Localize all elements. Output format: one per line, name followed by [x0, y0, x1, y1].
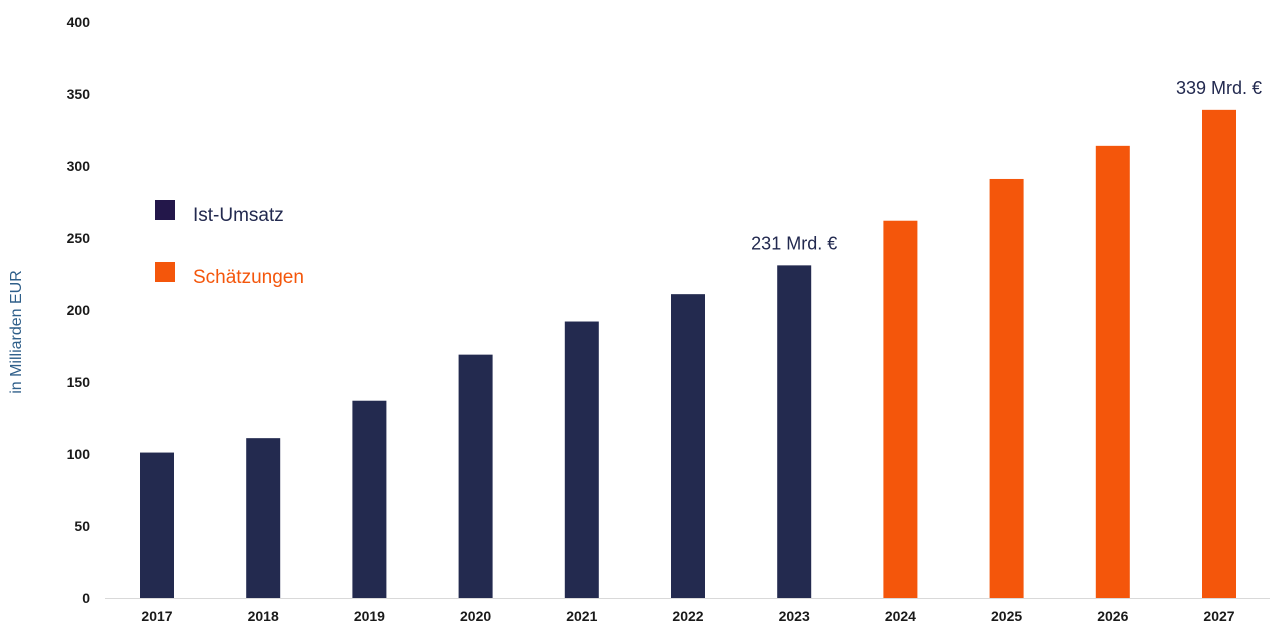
y-tick-label: 0 [82, 590, 90, 606]
bar-2025 [989, 178, 1024, 598]
bars [140, 109, 1236, 598]
x-axis-ticks: 2017 2018 2019 2020 2021 2022 2023 2024 2025 2026… [141, 608, 1234, 623]
legend: Ist-Umsatz Schätzungen [155, 200, 304, 288]
x-tick-label: 2024 [885, 608, 916, 623]
x-tick-label: 2019 [354, 608, 385, 623]
legend-label-schaetzungen: Schätzungen [193, 267, 304, 288]
x-tick-label: 2023 [779, 608, 810, 623]
data-label-2027: 339 Mrd. € [1176, 78, 1262, 98]
bar-2027 [1202, 109, 1236, 598]
x-tick-label: 2020 [460, 608, 491, 623]
legend-swatch-ist-umsatz [155, 200, 175, 220]
bar-2017 [140, 452, 174, 598]
bar-2024 [883, 220, 918, 598]
bar-2018 [246, 438, 281, 598]
x-tick-label: 2018 [248, 608, 279, 623]
x-tick-label: 2022 [672, 608, 703, 623]
y-tick-label: 300 [67, 158, 91, 174]
x-tick-label: 2025 [991, 608, 1022, 623]
data-label-2023: 231 Mrd. € [751, 233, 837, 253]
bar-2023 [777, 265, 812, 598]
y-tick-label: 350 [67, 86, 91, 102]
y-tick-label: 200 [67, 302, 91, 318]
x-tick-label: 2021 [566, 608, 597, 623]
y-tick-label: 50 [74, 518, 90, 534]
bar-2026 [1095, 145, 1130, 598]
bar-2021 [564, 321, 599, 598]
legend-swatch-schaetzungen [155, 262, 175, 282]
bar-2019 [352, 400, 387, 598]
y-axis-ticks: 0 50 100 150 200 250 300 350 400 [67, 14, 91, 606]
annotations: 231 Mrd. € 339 Mrd. € [751, 78, 1262, 254]
bar-2020 [458, 354, 493, 598]
y-tick-label: 100 [67, 446, 91, 462]
x-tick-label: 2027 [1203, 608, 1234, 623]
y-axis-label: in Milliarden EUR [8, 270, 25, 394]
x-tick-label: 2026 [1097, 608, 1128, 623]
y-tick-label: 250 [67, 230, 91, 246]
x-tick-label: 2017 [141, 608, 172, 623]
bar-2022 [671, 294, 705, 598]
y-tick-label: 400 [67, 14, 91, 30]
y-tick-label: 150 [67, 374, 91, 390]
legend-label-ist-umsatz: Ist-Umsatz [193, 205, 284, 226]
